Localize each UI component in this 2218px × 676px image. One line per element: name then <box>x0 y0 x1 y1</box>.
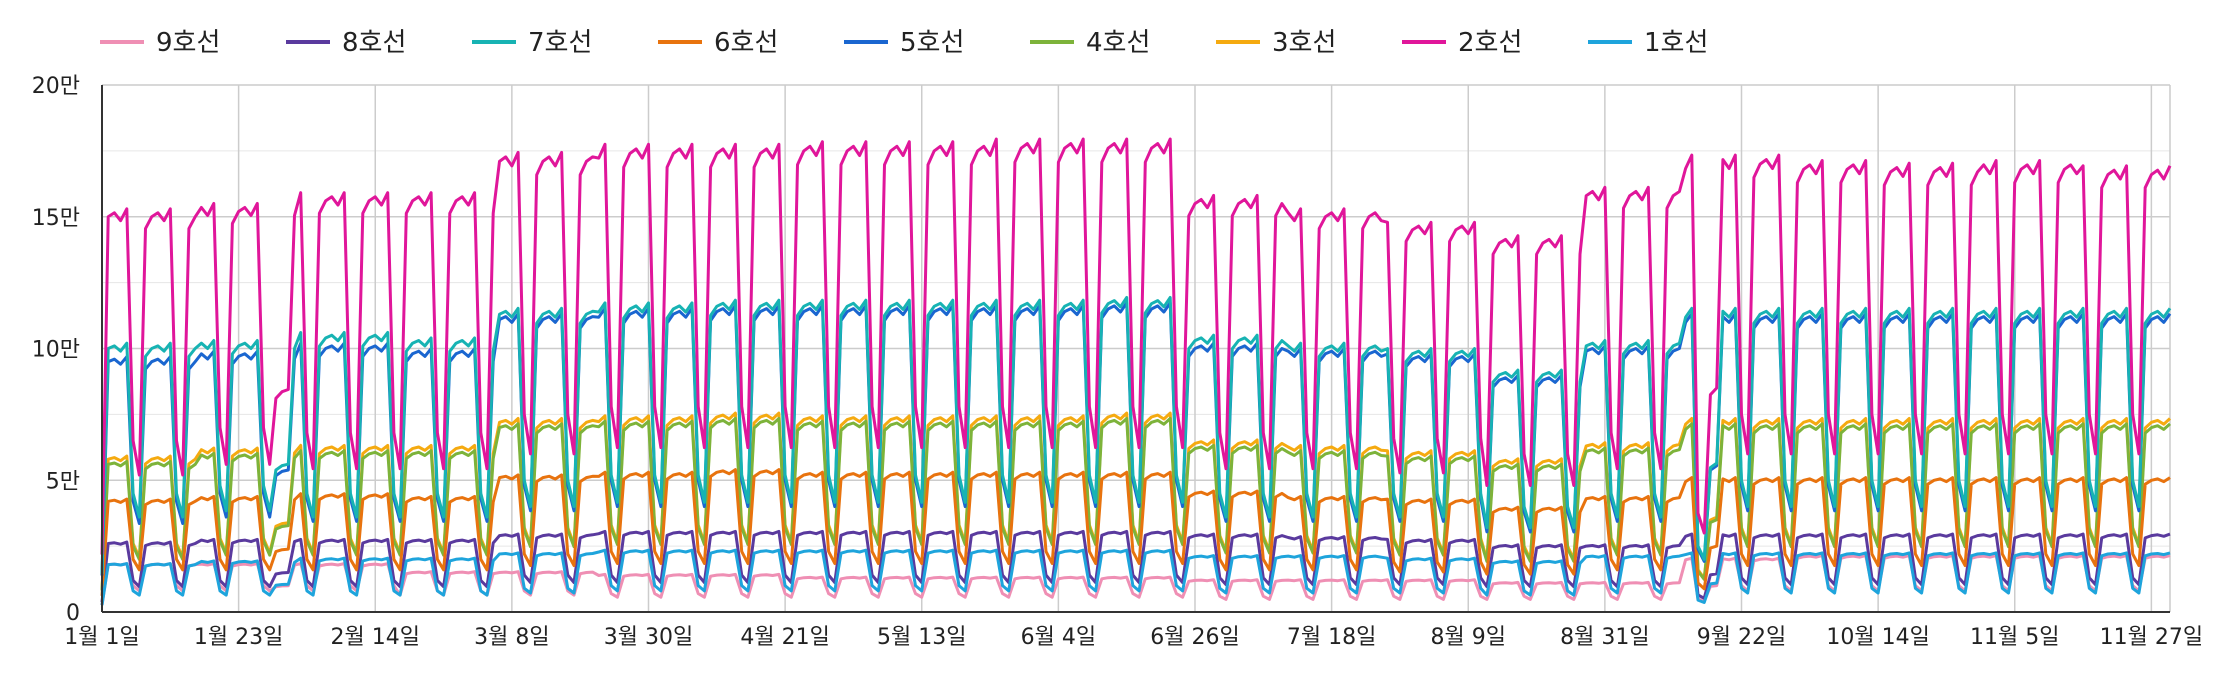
y-tick-label: 0 <box>66 601 80 626</box>
x-tick-label: 5월 13일 <box>877 625 966 650</box>
x-tick-label: 7월 18일 <box>1287 625 1376 650</box>
legend-label: 8호선 <box>342 28 406 58</box>
series-line-4호선 <box>100 417 2171 591</box>
y-tick-label: 20만 <box>32 74 80 99</box>
x-tick-label: 11월 5일 <box>1970 625 2059 650</box>
x-tick-label: 1월 1일 <box>64 625 139 650</box>
x-tick-label: 8월 9일 <box>1431 625 1506 650</box>
legend: 9호선 8호선 7호선 6호선 5호선 4호선 3호선 2호선 1호선 <box>100 28 1708 58</box>
legend-label: 7호선 <box>528 28 592 58</box>
y-tick-label: 10만 <box>32 338 80 363</box>
x-tick-label: 9월 22일 <box>1697 625 1786 650</box>
series-line-8호선 <box>100 529 2171 603</box>
legend-label: 6호선 <box>714 28 778 58</box>
legend-label: 4호선 <box>1086 28 1150 58</box>
x-tick-label: 6월 26일 <box>1150 625 1239 650</box>
legend-label: 3호선 <box>1272 28 1336 58</box>
legend-label: 5호선 <box>900 28 964 58</box>
series-line-1호선 <box>100 548 2171 606</box>
series-line-6호선 <box>100 468 2171 596</box>
x-tick-label: 2월 14일 <box>331 625 420 650</box>
series-line-7호선 <box>100 296 2172 574</box>
tick-labels: 0 5만 10만 15만 20만 1월 1일 1월 23일 2월 14일 3월 8일 3월 30일… <box>32 74 2203 650</box>
x-tick-label: 4월 21일 <box>740 625 829 650</box>
x-tick-label: 8월 31일 <box>1560 625 1649 650</box>
legend-label: 2호선 <box>1458 28 1522 58</box>
series-line-2호선 <box>100 137 2172 555</box>
y-tick-label: 15만 <box>32 206 80 231</box>
x-tick-label: 3월 30일 <box>604 625 693 650</box>
series-line-3호선 <box>100 411 2172 590</box>
y-tick-label: 5만 <box>46 469 80 494</box>
x-tick-label: 1월 23일 <box>194 625 283 650</box>
x-tick-label: 6월 4일 <box>1021 625 1096 650</box>
legend-label: 1호선 <box>1644 28 1708 58</box>
legend-label: 9호선 <box>156 28 220 58</box>
axes <box>101 85 2170 613</box>
x-tick-label: 10월 14일 <box>1826 625 1929 650</box>
x-tick-label: 11월 27일 <box>2100 625 2203 650</box>
series-lines <box>100 137 2172 606</box>
x-tick-label: 3월 8일 <box>474 625 549 650</box>
